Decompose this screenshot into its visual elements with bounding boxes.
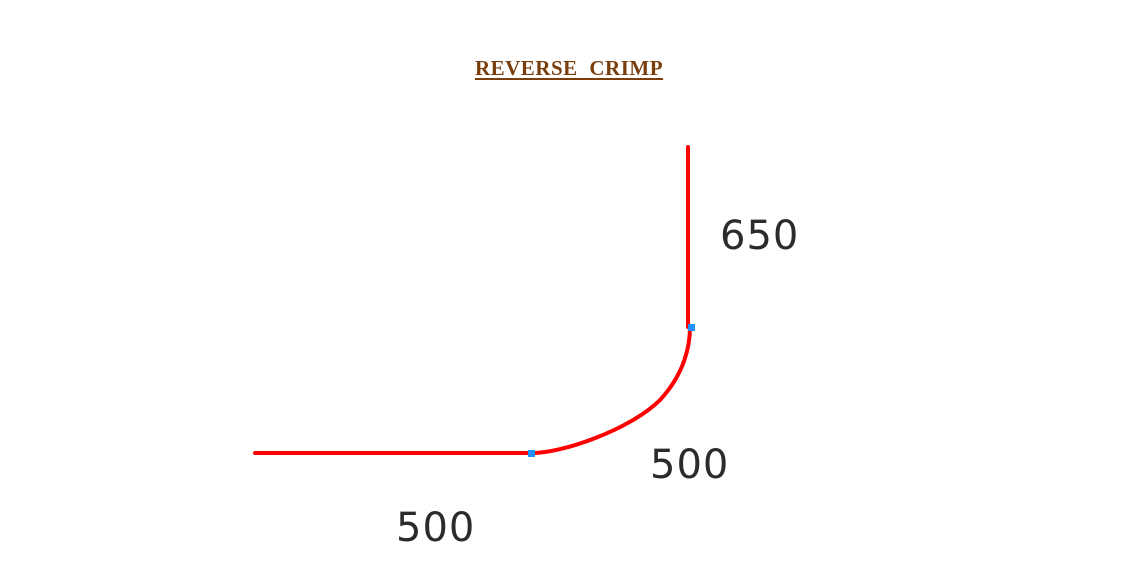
dimension-horizontal-leg: 500 [396, 505, 476, 551]
dimension-crimp-arc: 500 [650, 442, 730, 488]
node-marker-arc-end [688, 324, 695, 331]
node-marker-arc-start [528, 450, 535, 457]
crimp-arc-line [529, 325, 692, 456]
drawing-title: REVERSE CRIMP [474, 56, 664, 80]
dimension-vertical-leg: 650 [720, 213, 800, 259]
